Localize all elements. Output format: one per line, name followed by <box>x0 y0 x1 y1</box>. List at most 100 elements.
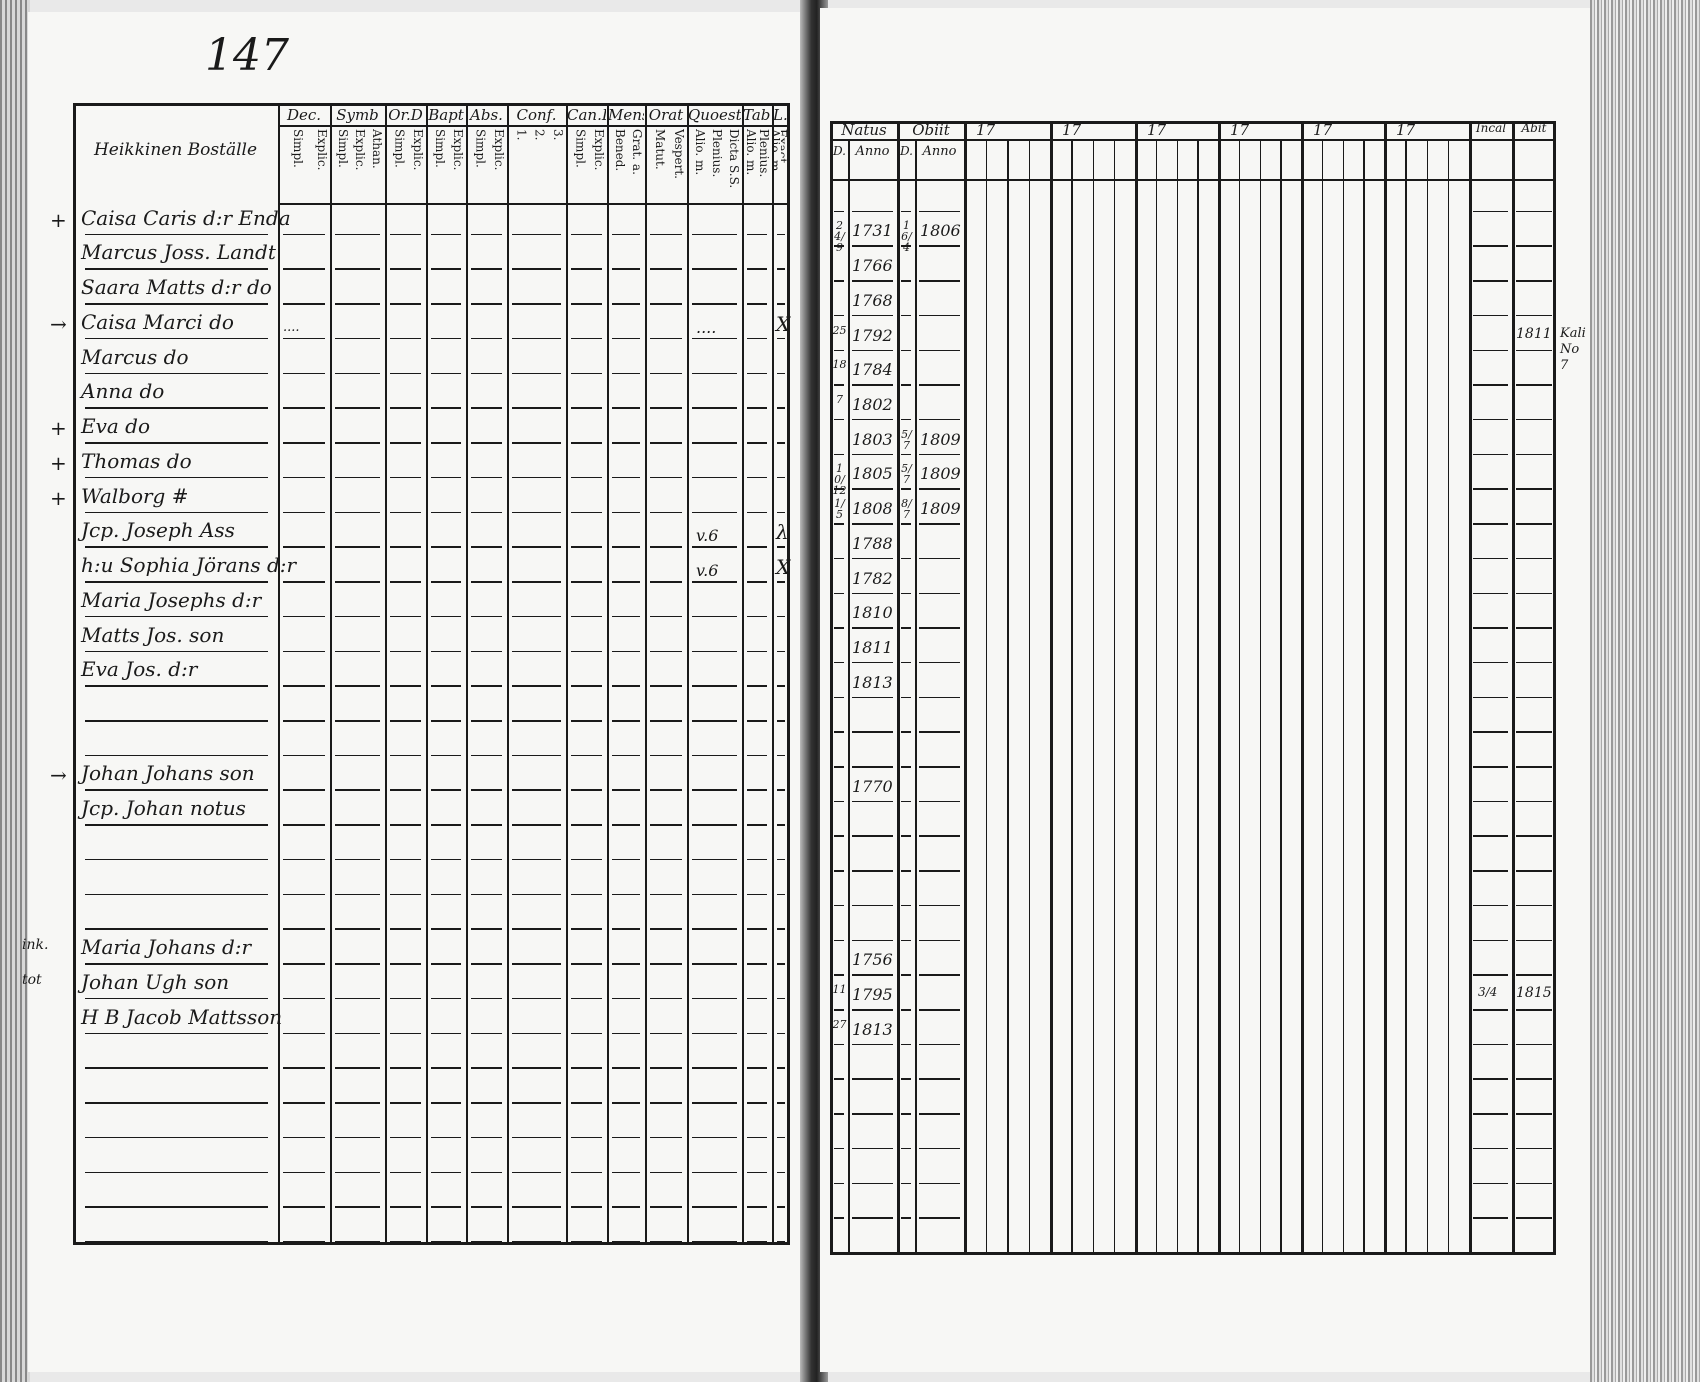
year-group-header: 17 <box>1147 121 1167 139</box>
row-rule <box>85 824 268 826</box>
cell-rule <box>571 928 602 930</box>
cell-rule <box>335 303 380 305</box>
cell-rule <box>571 1171 602 1174</box>
column-header: Abs. <box>470 106 503 124</box>
cell-rule <box>852 974 893 976</box>
cell-rule <box>571 1102 602 1104</box>
cell-rule <box>1516 280 1552 282</box>
cell-rule <box>834 1147 844 1150</box>
sub-divider <box>1113 139 1116 1255</box>
cell-rule <box>834 1043 844 1046</box>
column-divider <box>742 103 744 1245</box>
cell-rule <box>692 372 737 375</box>
cell-rule <box>777 754 785 757</box>
cell-rule <box>512 268 561 270</box>
cell-rule <box>571 997 602 1000</box>
cell-rule <box>777 789 785 791</box>
row-rule <box>85 1067 268 1069</box>
cell-rule <box>901 766 911 768</box>
cell-rule <box>571 511 602 514</box>
cell-rule <box>283 963 325 965</box>
cell-rule <box>283 407 325 409</box>
cell-rule <box>919 1147 960 1150</box>
cell-rule <box>692 476 737 479</box>
cell-rule <box>1473 939 1508 942</box>
death-day: 5/7 <box>901 427 912 452</box>
cell-rule <box>650 824 682 826</box>
cell-rule <box>650 963 682 965</box>
column-subheader: 1. <box>514 129 528 141</box>
row-rule <box>85 928 268 930</box>
margin-note: Kali No 7 <box>1560 325 1586 373</box>
cell-rule <box>1473 800 1508 803</box>
cell-rule <box>834 210 844 213</box>
cell-rule <box>335 546 380 548</box>
cell-rule <box>512 824 561 826</box>
column-header: Bapt <box>428 106 464 124</box>
cell-rule <box>1473 245 1508 247</box>
cell-rule <box>1473 1113 1508 1115</box>
cell-rule <box>512 893 561 896</box>
cell-rule <box>512 372 561 375</box>
cell-rule <box>471 893 502 896</box>
cell-rule <box>1516 1009 1552 1011</box>
birth-day: 18 <box>832 358 847 372</box>
cell-rule <box>650 1241 682 1243</box>
cell-rule <box>852 592 893 595</box>
cell-rule <box>431 997 461 1000</box>
birth-day: 24/9 <box>834 219 845 255</box>
cell-rule <box>512 407 561 409</box>
cell-rule <box>335 963 380 965</box>
birth-year: 1731 <box>852 221 893 241</box>
cell-rule <box>1473 627 1508 629</box>
cell-rule <box>650 650 682 653</box>
cell-rule <box>431 1032 461 1035</box>
cell-rule <box>390 476 421 479</box>
cell-rule <box>1473 488 1508 490</box>
column-subheader: 3. <box>550 129 564 141</box>
cell-rule <box>335 1206 380 1208</box>
birth-year: 1808 <box>852 499 893 519</box>
sub-divider <box>1007 139 1009 1255</box>
cell-rule <box>283 650 325 653</box>
cell-rule <box>1516 766 1552 768</box>
cell-rule <box>390 858 421 861</box>
quoest-entry: v.6 <box>696 526 719 546</box>
cell-rule <box>901 870 911 872</box>
cell-rule <box>283 928 325 930</box>
cell-rule <box>747 511 767 514</box>
cell-rule <box>390 372 421 375</box>
cell-rule <box>901 384 911 386</box>
column-divider <box>1512 121 1515 1255</box>
cell-rule <box>852 731 893 733</box>
cell-rule <box>901 1078 911 1080</box>
cell-rule <box>901 627 911 629</box>
cell-rule <box>901 661 911 664</box>
cell-rule <box>471 511 502 514</box>
cell-rule <box>919 349 960 352</box>
cell-rule <box>1516 210 1552 213</box>
death-year: 1809 <box>920 429 961 449</box>
cell-rule <box>612 650 640 653</box>
cell-rule <box>919 523 960 525</box>
cell-rule <box>571 720 602 722</box>
row-rule <box>85 685 268 687</box>
person-name: Saara Matts d:r do <box>81 275 272 300</box>
column-subheader: Explic. <box>492 129 505 171</box>
cell-rule <box>571 442 602 444</box>
cell-rule <box>919 974 960 976</box>
cell-rule <box>390 442 421 444</box>
cell-rule <box>612 546 640 548</box>
cell-rule <box>335 1032 380 1035</box>
margin-mark: tot <box>22 971 42 988</box>
quoest-entry: v.6 <box>696 561 719 581</box>
year-group-header: 17 <box>976 121 996 139</box>
person-name: H B Jacob Mattsson <box>81 1004 283 1029</box>
cell-rule <box>390 1241 421 1243</box>
birth-year: 1813 <box>852 1019 893 1039</box>
cell-rule <box>852 1009 893 1011</box>
cell-rule <box>390 824 421 826</box>
cell-rule <box>471 650 502 653</box>
cell-rule <box>919 1113 960 1115</box>
cell-rule <box>1473 1043 1508 1046</box>
